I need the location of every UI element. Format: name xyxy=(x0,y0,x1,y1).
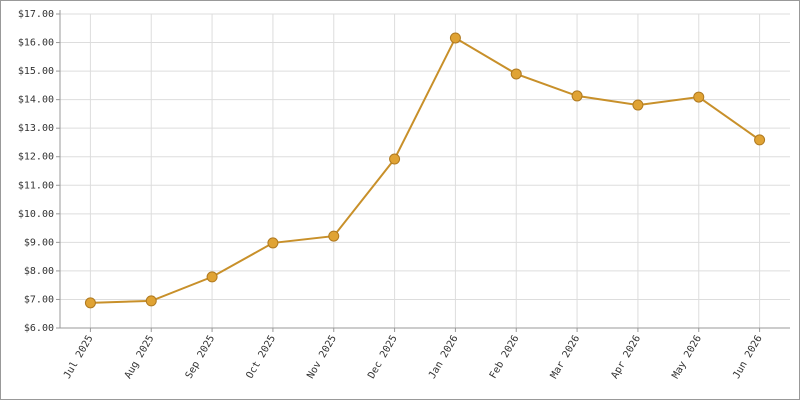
y-tick-label: $6.00 xyxy=(24,323,54,334)
y-tick-label: $12.00 xyxy=(18,152,54,163)
marker xyxy=(145,295,157,307)
y-tick-label: $7.00 xyxy=(24,294,54,305)
y-tick-label: $10.00 xyxy=(18,209,54,220)
y-tick-label: $8.00 xyxy=(24,266,54,277)
y-tick-label: $11.00 xyxy=(18,180,54,191)
marker xyxy=(328,230,340,242)
marker xyxy=(693,91,705,103)
marker xyxy=(754,134,766,146)
marker xyxy=(84,297,96,309)
y-tick-label: $13.00 xyxy=(18,123,54,134)
marker xyxy=(267,237,279,249)
y-tick-label: $17.00 xyxy=(18,9,54,20)
marker xyxy=(206,271,218,283)
y-tick-label: $14.00 xyxy=(18,95,54,106)
marker xyxy=(510,68,522,80)
marker xyxy=(632,99,644,111)
y-tick-label: $16.00 xyxy=(18,38,54,49)
y-tick-label: $9.00 xyxy=(24,237,54,248)
y-tick-label: $15.00 xyxy=(18,66,54,77)
marker xyxy=(571,90,583,102)
marker xyxy=(449,32,461,44)
marker xyxy=(389,153,401,165)
line xyxy=(90,36,761,304)
